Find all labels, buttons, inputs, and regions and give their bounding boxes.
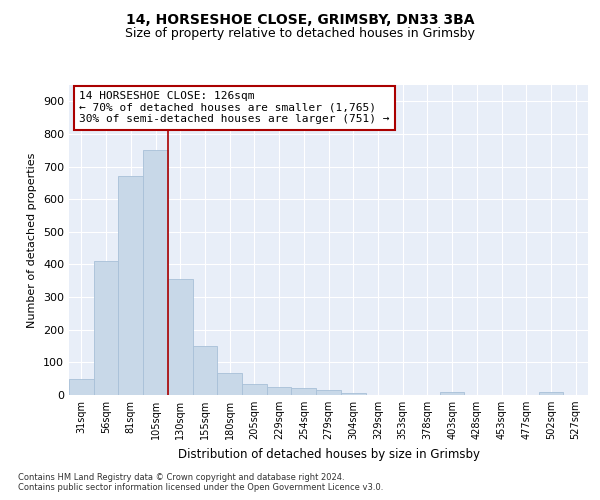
Bar (143, 150, 168, 395)
Bar (69, 380, 94, 395)
Bar (292, 388, 316, 395)
Bar (539, 392, 563, 395)
Bar (118, 176, 143, 395)
Text: 14 HORSESHOE CLOSE: 126sqm
← 70% of detached houses are smaller (1,765)
30% of s: 14 HORSESHOE CLOSE: 126sqm ← 70% of deta… (79, 91, 390, 124)
Y-axis label: Number of detached properties: Number of detached properties (28, 152, 37, 328)
X-axis label: Distribution of detached houses by size in Grimsby: Distribution of detached houses by size … (178, 448, 479, 460)
Bar (267, 387, 292, 395)
Bar (242, 384, 267, 395)
Text: Size of property relative to detached houses in Grimsby: Size of property relative to detached ho… (125, 28, 475, 40)
Bar (316, 390, 341, 395)
Text: 14, HORSESHOE CLOSE, GRIMSBY, DN33 3BA: 14, HORSESHOE CLOSE, GRIMSBY, DN33 3BA (126, 12, 474, 26)
Bar (168, 279, 193, 395)
Text: Contains public sector information licensed under the Open Government Licence v3: Contains public sector information licen… (18, 484, 383, 492)
Bar (94, 261, 118, 395)
Bar (440, 392, 464, 395)
Bar (217, 373, 242, 395)
Bar (341, 392, 365, 395)
Text: Contains HM Land Registry data © Crown copyright and database right 2024.: Contains HM Land Registry data © Crown c… (18, 474, 344, 482)
Bar (193, 346, 217, 395)
